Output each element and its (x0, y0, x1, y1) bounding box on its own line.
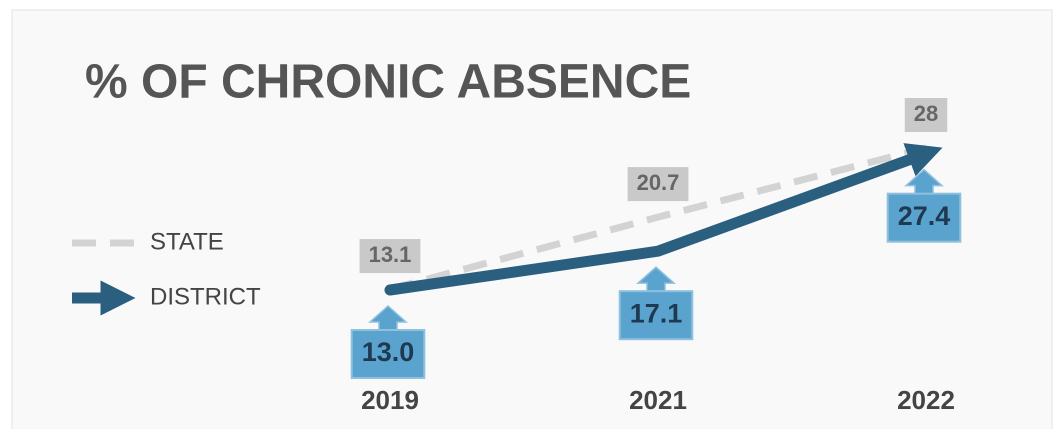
callout-arrow (904, 168, 944, 194)
district-line (384, 143, 943, 296)
value-label-box (350, 329, 426, 379)
value-label-box (904, 98, 948, 132)
legend-label: STATE (150, 228, 224, 255)
callout-arrow (636, 266, 676, 292)
state-line (389, 144, 927, 293)
x-tick-label: 2021 (629, 385, 687, 415)
value-label-text: 13.1 (369, 242, 412, 267)
value-label-text: 28 (914, 101, 938, 126)
state-value-label (627, 167, 689, 202)
state-value-label (904, 98, 948, 132)
value-label-text: 17.1 (630, 298, 683, 328)
value-label-text: 13.0 (362, 337, 415, 367)
callout-arrow (368, 304, 408, 330)
background (11, 9, 1053, 429)
value-label-box (627, 167, 689, 202)
value-label-box (359, 239, 421, 274)
legend-label: DISTRICT (150, 283, 261, 310)
chart-title: % OF CHRONIC ABSENCE (85, 56, 691, 109)
value-label-text: 27.4 (898, 201, 951, 231)
x-tick-label: 2022 (897, 385, 955, 415)
state-value-label (359, 239, 421, 274)
x-tick-label: 2019 (361, 385, 419, 415)
value-label-box (618, 290, 694, 341)
value-label-text: 20.7 (637, 170, 680, 195)
value-label-box (886, 192, 962, 243)
